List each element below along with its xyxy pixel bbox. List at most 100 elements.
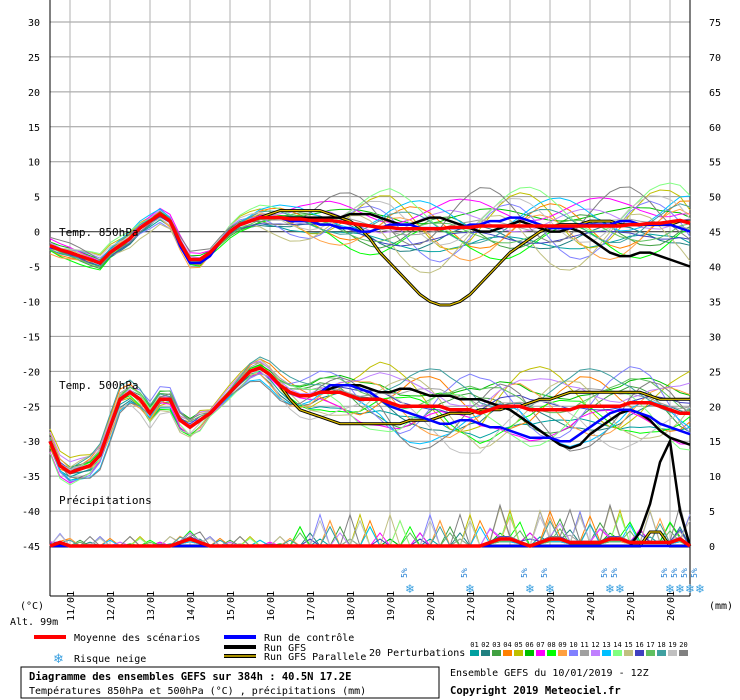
footer-ensemble: Ensemble GEFS du 10/01/2019 - 12Z	[450, 668, 649, 679]
snow-risk-markers: 5% ❄ 5% ❄ 5% ❄ 5% ❄ 5% ❄ 5% ❄ 5% ❄ 5% ❄ 5% ❄ 5% ❄	[400, 568, 705, 596]
left-tick-label: -20	[22, 367, 40, 378]
perturbation-swatch	[613, 650, 622, 656]
perturbation-swatch	[646, 650, 655, 656]
right-tick-label: 35	[709, 297, 721, 308]
snowflake-icon: ❄	[605, 582, 615, 596]
perturbation-number: 08	[547, 641, 555, 649]
perturbation-swatch	[525, 650, 534, 656]
snow-risk-label: 5%	[680, 568, 689, 578]
perturbation-number: 02	[481, 641, 489, 649]
left-tick-label: -45	[22, 542, 40, 553]
left-tick-label: -40	[22, 507, 40, 518]
left-tick-label: -35	[22, 472, 40, 483]
date-tick-label: 26/01	[666, 591, 677, 621]
date-tick-label: 14/01	[186, 591, 197, 621]
date-tick-label: 25/01	[626, 591, 637, 621]
legend-label-controle: Run de contrôle	[264, 632, 354, 644]
date-tick-label: 17/01	[306, 591, 317, 621]
perturbation-swatch	[679, 650, 688, 656]
date-tick-label: 20/01	[426, 591, 437, 621]
snow-risk-label: 5%	[660, 568, 669, 578]
right-tick-label: 75	[709, 18, 721, 29]
perturbation-swatch	[481, 650, 490, 656]
perturbation-swatch	[624, 650, 633, 656]
perturbation-swatch	[580, 650, 589, 656]
snowflake-icon: ❄	[695, 582, 705, 596]
footer-title-box	[20, 666, 440, 699]
perturbation-swatch	[569, 650, 578, 656]
perturbation-number: 15	[624, 641, 632, 649]
perturbation-swatch	[558, 650, 567, 656]
perturbation-number: 20	[679, 641, 687, 649]
perturbation-line-t500	[49, 369, 691, 471]
perturbation-number: 17	[646, 641, 654, 649]
left-tick-label: -5	[28, 263, 40, 274]
left-tick-label: 15	[28, 123, 40, 134]
perturbation-swatch	[635, 650, 644, 656]
right-axis-unit: (mm)	[709, 601, 733, 612]
left-tick-label: 10	[28, 158, 40, 169]
perturbation-line-t850	[49, 213, 691, 274]
perturbation-swatch	[492, 650, 501, 656]
date-tick-label: 18/01	[346, 591, 357, 621]
axes: 302520151050-5-10-15-20-25-30-35-40-4575…	[22, 0, 721, 621]
snow-risk-label: 5%	[600, 568, 609, 578]
right-tick-label: 55	[709, 158, 721, 169]
perturbation-swatch	[591, 650, 600, 656]
perturbation-number: 13	[602, 641, 610, 649]
perturbation-line-t500	[49, 369, 691, 486]
right-tick-label: 50	[709, 193, 721, 204]
footer-copyright: Copyright 2019 Meteociel.fr	[450, 685, 621, 697]
right-tick-label: 40	[709, 263, 721, 274]
legend: Moyenne des scénarios Run de contrôle Ru…	[34, 632, 688, 667]
perturbation-number: 12	[591, 641, 599, 649]
snowflake-icon: ❄	[53, 652, 64, 667]
right-tick-label: 20	[709, 402, 721, 413]
snowflake-icon: ❄	[465, 582, 475, 596]
snowflake-icon: ❄	[525, 582, 535, 596]
snowflake-icon: ❄	[405, 582, 415, 596]
perturbation-number: 19	[668, 641, 676, 649]
date-tick-label: 15/01	[226, 591, 237, 621]
perturbation-number: 10	[569, 641, 577, 649]
snow-risk-label: 5%	[690, 568, 699, 578]
snow-risk-label: 5%	[520, 568, 529, 578]
perturbation-number: 18	[657, 641, 665, 649]
date-tick-label: 23/01	[546, 591, 557, 621]
main-series	[48, 209, 692, 548]
left-tick-label: 30	[28, 18, 40, 29]
date-tick-label: 16/01	[266, 591, 277, 621]
perturbation-line-t500	[49, 366, 691, 483]
footer-title: Diagramme des ensembles GEFS sur 384h : …	[29, 671, 351, 683]
date-tick-label: 22/01	[506, 591, 517, 621]
series-0-precip	[49, 537, 692, 548]
perturbation-swatch	[602, 650, 611, 656]
grid	[50, 0, 690, 547]
legend-label-perturbations: 20 Perturbations	[369, 648, 465, 659]
right-tick-label: 0	[709, 542, 715, 553]
perturbation-number: 01	[470, 641, 478, 649]
right-tick-label: 10	[709, 472, 721, 483]
legend-label-neige: Risque neige	[74, 654, 146, 665]
perturbation-swatch	[668, 650, 677, 656]
left-tick-label: -10	[22, 297, 40, 308]
perturbation-line-t500	[49, 358, 691, 468]
date-tick-label: 21/01	[466, 591, 477, 621]
perturbation-swatch	[547, 650, 556, 656]
perturbation-color-key: 01 02 03 04 05 06 07 08 09 10 11 12 13 14 15 16 17 18 19 20	[470, 641, 688, 656]
series-0-t500	[48, 365, 690, 475]
legend-label-moyenne: Moyenne des scénarios	[74, 632, 200, 644]
right-tick-label: 25	[709, 367, 721, 378]
left-tick-label: -30	[22, 437, 40, 448]
snowflake-icon: ❄	[685, 582, 695, 596]
date-tick-label: 13/01	[146, 591, 157, 621]
right-tick-label: 60	[709, 123, 721, 134]
footer-subtitle: Températures 850hPa et 500hPa (°C) , pré…	[29, 685, 366, 697]
perturbation-line-t850	[49, 195, 691, 262]
snowflake-icon: ❄	[675, 582, 685, 596]
perturbation-number: 16	[635, 641, 643, 649]
perturbation-number: 07	[536, 641, 544, 649]
perturbation-swatch	[470, 650, 479, 656]
panel-label-t500: Temp. 500hPa	[59, 379, 138, 392]
